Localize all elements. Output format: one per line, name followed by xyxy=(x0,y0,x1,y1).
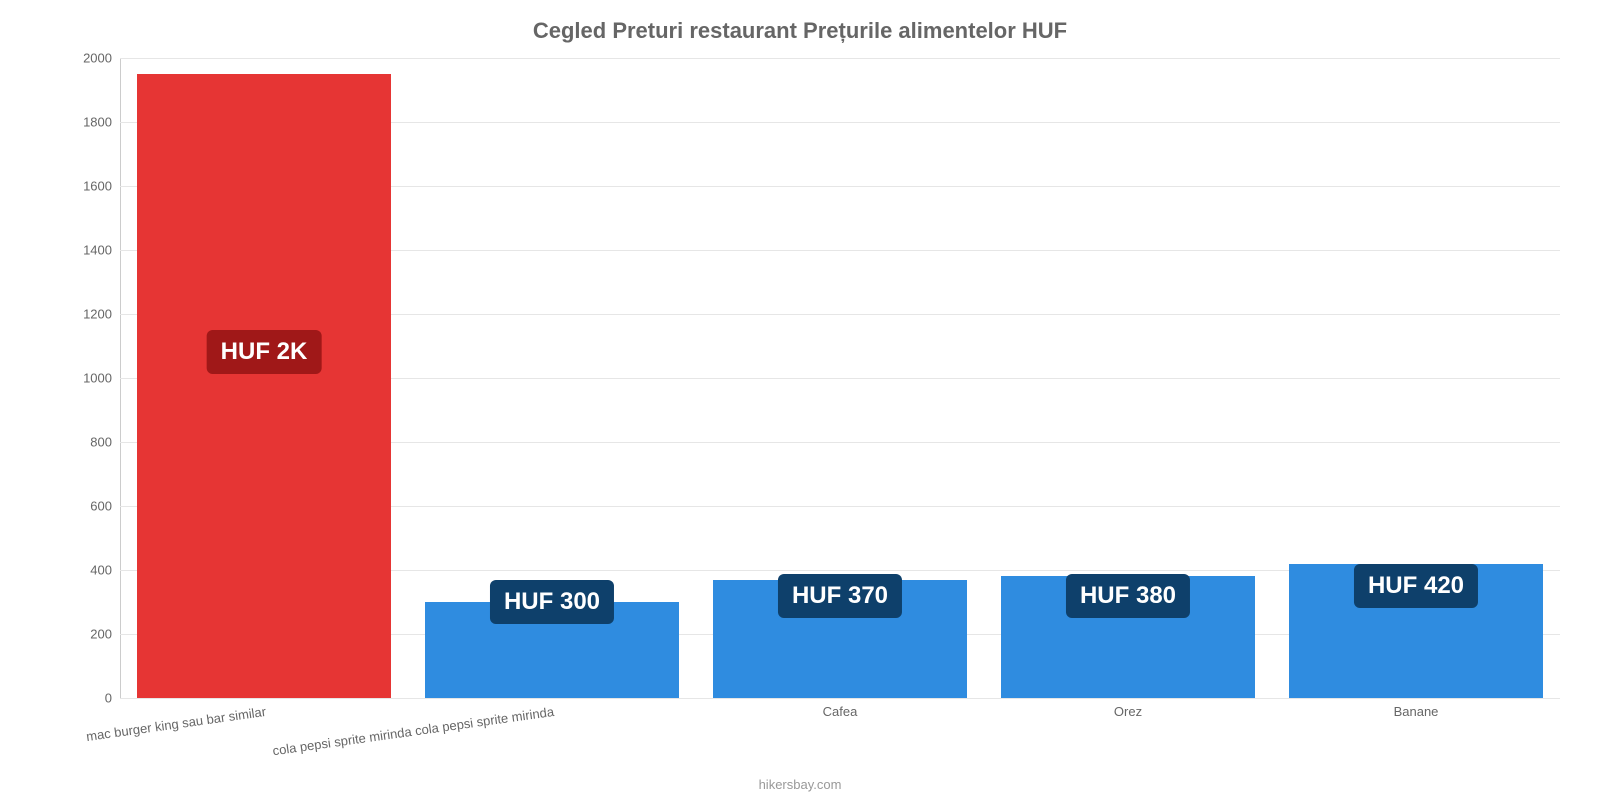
bars-container: HUF 2Kmac burger king sau bar similarHUF… xyxy=(120,58,1560,698)
y-tick-label: 1000 xyxy=(83,371,120,386)
x-tick-label: mac burger king sau bar similar xyxy=(85,704,267,744)
x-tick-label: cola pepsi sprite mirinda cola pepsi spr… xyxy=(272,704,555,758)
y-tick-label: 0 xyxy=(105,691,120,706)
bar-slot: HUF 420Banane xyxy=(1272,58,1560,698)
y-tick-label: 800 xyxy=(90,435,120,450)
value-badge: HUF 2K xyxy=(207,330,322,374)
value-badge: HUF 300 xyxy=(490,580,614,624)
bar-slot: HUF 2Kmac burger king sau bar similar xyxy=(120,58,408,698)
x-tick-label: Orez xyxy=(1114,704,1142,719)
y-tick-label: 2000 xyxy=(83,51,120,66)
value-badge: HUF 370 xyxy=(778,574,902,618)
y-tick-label: 200 xyxy=(90,627,120,642)
value-badge: HUF 420 xyxy=(1354,564,1478,608)
y-tick-label: 1800 xyxy=(83,115,120,130)
y-tick-label: 1400 xyxy=(83,243,120,258)
gridline xyxy=(120,698,1560,699)
bar-slot: HUF 380Orez xyxy=(984,58,1272,698)
chart-source: hikersbay.com xyxy=(0,777,1600,792)
bar-slot: HUF 300cola pepsi sprite mirinda cola pe… xyxy=(408,58,696,698)
x-tick-label: Banane xyxy=(1394,704,1439,719)
x-tick-label: Cafea xyxy=(823,704,858,719)
y-tick-label: 1600 xyxy=(83,179,120,194)
value-badge: HUF 380 xyxy=(1066,574,1190,618)
plot-area: HUF 2Kmac burger king sau bar similarHUF… xyxy=(120,58,1560,698)
y-tick-label: 400 xyxy=(90,563,120,578)
price-chart: Cegled Preturi restaurant Prețurile alim… xyxy=(0,0,1600,800)
chart-title: Cegled Preturi restaurant Prețurile alim… xyxy=(0,0,1600,44)
bar xyxy=(137,74,390,698)
bar-slot: HUF 370Cafea xyxy=(696,58,984,698)
y-tick-label: 1200 xyxy=(83,307,120,322)
y-tick-label: 600 xyxy=(90,499,120,514)
